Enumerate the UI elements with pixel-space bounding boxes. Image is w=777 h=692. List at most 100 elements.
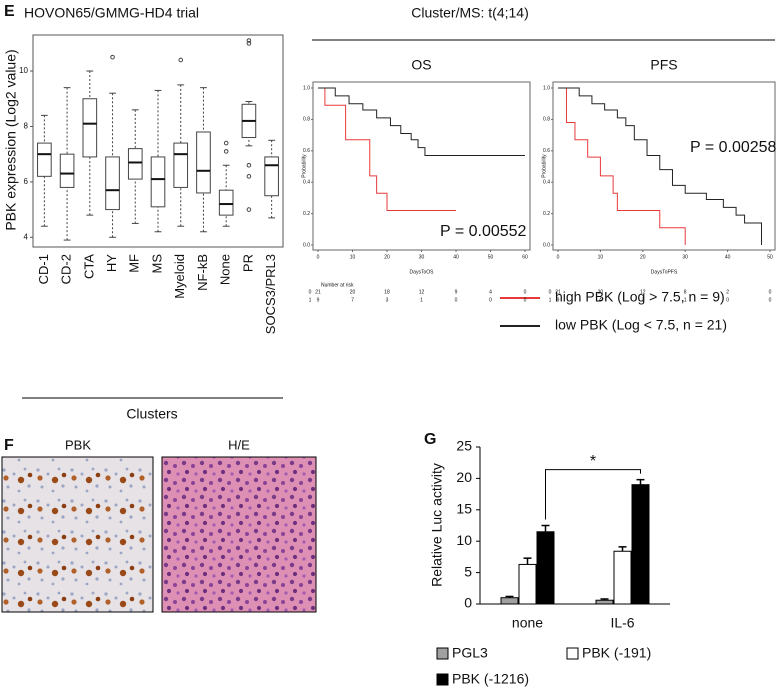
x-tick-label: 10 xyxy=(350,254,356,260)
risk-count: 12 xyxy=(419,289,425,295)
panel-header: Cluster/MS: t(4;14) xyxy=(411,5,528,21)
plot-frame xyxy=(552,81,776,251)
box xyxy=(264,156,279,197)
legend-swatch xyxy=(436,673,449,686)
y-tick-label: 0.8 xyxy=(303,117,310,123)
image-label: PBK xyxy=(65,437,91,452)
x-tick-label: 20 xyxy=(384,254,390,260)
risk-count: 7 xyxy=(351,297,354,303)
x-tick-label: CD-2 xyxy=(59,254,74,284)
x-tick-label: 50 xyxy=(767,254,773,260)
panel-label: E xyxy=(4,3,15,20)
x-tick-label: 40 xyxy=(725,254,731,260)
bar xyxy=(536,531,555,605)
outlier xyxy=(246,41,252,46)
outlier xyxy=(223,140,229,146)
chart-title: PFS xyxy=(650,57,677,73)
x-tick-label: 40 xyxy=(453,254,459,260)
risk-count: 21 xyxy=(555,289,561,295)
outlier xyxy=(246,38,252,43)
y-tick-label: 0.8 xyxy=(543,117,550,123)
x-tick-label: Myeloid xyxy=(172,254,187,299)
x-axis-label: Clusters xyxy=(126,406,177,422)
survival-curve xyxy=(318,87,456,211)
panel-label: G xyxy=(424,431,436,448)
outlier xyxy=(246,162,252,168)
x-tick-label: 30 xyxy=(682,254,688,260)
outlier xyxy=(110,54,115,60)
risk-count: 0 xyxy=(769,289,772,295)
image-label: H/E xyxy=(228,437,250,452)
risk-count: 1 xyxy=(420,297,423,303)
x-tick-label: MF xyxy=(127,254,142,273)
x-tick-label: 0 xyxy=(317,254,320,260)
risk-group: 1 xyxy=(549,297,552,303)
y-axis-label: Relative Luc activity xyxy=(429,463,445,587)
bar xyxy=(518,563,537,605)
x-tick-label: SOCS3/PRL3 xyxy=(263,254,278,334)
y-tick-label: 8 xyxy=(24,122,29,131)
y-tick-label: 25 xyxy=(456,438,472,454)
risk-group: 0 xyxy=(309,289,312,295)
p-value: P = 0.00552 xyxy=(440,223,527,240)
risk-count: 0 xyxy=(726,297,729,303)
y-tick-label: 0 xyxy=(464,595,472,611)
x-tick-label: 50 xyxy=(488,254,494,260)
y-axis-label: PBK expression (Log2 value) xyxy=(3,49,19,230)
risk-group: 0 xyxy=(549,289,552,295)
y-axis-label: Probability xyxy=(541,154,547,178)
bar xyxy=(500,597,519,605)
bar xyxy=(613,550,632,605)
significance-bracket xyxy=(545,469,641,520)
y-tick-label: 0.2 xyxy=(303,211,310,217)
risk-count: 18 xyxy=(384,289,390,295)
risk-count: 4 xyxy=(599,297,602,303)
risk-count: 1 xyxy=(684,297,687,303)
x-tick-label: 20 xyxy=(640,254,646,260)
significance-mark: * xyxy=(590,453,596,470)
box xyxy=(37,142,52,177)
y-tick-label: 0.6 xyxy=(543,148,550,154)
y-axis-label: Probability xyxy=(301,154,307,178)
risk-count: 3 xyxy=(386,297,389,303)
box xyxy=(127,148,143,180)
outlier xyxy=(178,57,184,63)
y-tick-label: 1.0 xyxy=(303,85,310,91)
y-tick-label: 4 xyxy=(24,232,29,241)
risk-count: 2 xyxy=(641,297,644,303)
x-tick-label: HY xyxy=(104,254,119,272)
box xyxy=(150,156,166,208)
ihc-image xyxy=(1,456,154,613)
risk-title: Number at risk xyxy=(321,282,354,288)
box xyxy=(196,131,211,194)
box xyxy=(218,189,234,216)
y-tick-label: 0.6 xyxy=(303,148,310,154)
legend-label: PGL3 xyxy=(452,645,488,661)
box xyxy=(59,153,75,188)
chart-title: OS xyxy=(411,57,431,73)
y-tick-label: 0.2 xyxy=(543,211,550,217)
panel-label: F xyxy=(4,437,14,454)
legend-swatch xyxy=(436,647,449,660)
risk-count: 21 xyxy=(315,289,321,295)
risk-count: 9 xyxy=(557,297,560,303)
bar xyxy=(631,484,650,605)
risk-count: 9 xyxy=(317,297,320,303)
outlier xyxy=(246,207,252,212)
plot-frame xyxy=(32,34,284,248)
legend-label: high PBK (Log > 7.5, n = 9) xyxy=(555,289,725,305)
x-tick-label: none xyxy=(512,615,543,631)
survival-curve xyxy=(558,87,686,245)
chart-title: HOVON65/GMMG-HD4 trial xyxy=(24,5,199,21)
risk-count: 12 xyxy=(640,289,646,295)
x-tick-label: CTA xyxy=(81,254,96,279)
survival-curve xyxy=(318,87,525,157)
y-tick-label: 0.0 xyxy=(303,242,310,248)
legend-label: PBK (-1216) xyxy=(452,671,529,687)
box xyxy=(82,98,98,158)
x-tick-label: MS xyxy=(149,254,164,274)
y-tick-label: 15 xyxy=(456,501,472,517)
y-tick-label: 10 xyxy=(19,66,28,75)
